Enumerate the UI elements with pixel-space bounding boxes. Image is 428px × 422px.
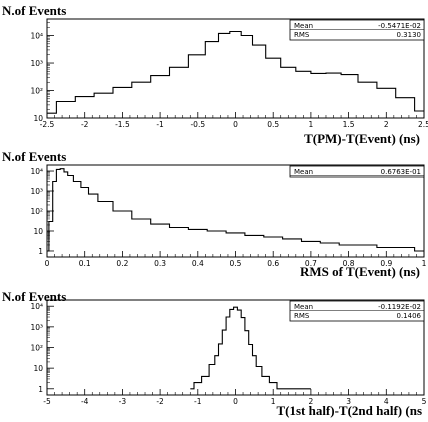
x-tick-label: 1 (422, 259, 427, 268)
x-axis-label: T(1st half)-T(2nd half) (ns (276, 403, 422, 418)
x-tick-label: -1.5 (115, 120, 130, 129)
x-tick-label: 0 (233, 397, 238, 406)
y-tick-label: 10³ (30, 187, 43, 196)
x-tick-label: 0.2 (116, 259, 128, 268)
x-tick-label: -1 (156, 120, 164, 129)
y-tick-label: 10⁴ (30, 32, 43, 41)
y-tick-label: 10⁴ (30, 302, 43, 311)
stats-label: RMS (294, 31, 310, 39)
y-tick-label: 10 (33, 364, 43, 373)
x-tick-label: 5 (422, 397, 427, 406)
x-tick-label: -2 (81, 120, 89, 129)
stats-value: 0.1406 (397, 312, 422, 320)
y-axis-label: N.of Events (2, 149, 66, 164)
x-tick-label: 0.5 (230, 259, 242, 268)
y-tick-label: 10³ (30, 323, 43, 332)
x-tick-label: 1.5 (343, 120, 355, 129)
chart-panel-2: N.of Events 0 0.1 0.2 0.3 0.4 0.5 0.6 0.7 0.8 0.9 1… (2, 149, 427, 279)
stats-box (289, 165, 425, 178)
x-tick-label: -3 (119, 397, 127, 406)
stats-value: -0.1192E-02 (378, 303, 421, 311)
x-tick-label: 0.4 (192, 259, 204, 268)
stats-label: RMS (294, 312, 310, 320)
x-tick-label: 0.6 (267, 259, 279, 268)
x-tick-label: -5 (43, 397, 51, 406)
stats-value: 0.3130 (397, 31, 422, 39)
chart-panel-1: N.of Events -2.5 -2 -1.5 -1 -0.5 0 0.5 1 1.5 2 2.5 1… (2, 3, 428, 146)
x-tick-label: -2.5 (40, 120, 55, 129)
x-axis-label: RMS of T(Event) (ns) (300, 264, 420, 279)
x-tick-label: 0.7 (305, 259, 317, 268)
histogram-series (47, 30, 424, 114)
y-tick-label: 10 (33, 114, 43, 123)
y-tick-label: 10² (30, 87, 43, 96)
y-tick-label: 10² (30, 207, 43, 216)
histogram-series (47, 168, 424, 252)
x-axis-label: T(PM)-T(Event) (ns) (304, 131, 420, 146)
x-tick-label: 1 (271, 397, 276, 406)
stats-label: Mean (294, 168, 313, 176)
x-tick-label: 0.1 (79, 259, 91, 268)
plot-frame (46, 164, 425, 258)
x-tick-label: 0 (233, 120, 238, 129)
y-tick-label: 10³ (30, 59, 43, 68)
x-tick-label: 0 (45, 259, 50, 268)
stats-label: Mean (294, 22, 313, 30)
x-tick-label: -1 (194, 397, 202, 406)
y-tick-label: 1 (38, 385, 43, 394)
stats-value: 0.6763E-01 (381, 168, 421, 176)
x-tick-label: 2.5 (418, 120, 428, 129)
x-tick-label: 1 (309, 120, 314, 129)
histogram-series (190, 306, 311, 390)
y-tick-label: 1 (38, 247, 43, 256)
stats-label: Mean (294, 303, 313, 311)
x-tick-label: 2 (384, 120, 389, 129)
x-tick-label: 4 (384, 397, 389, 406)
x-tick-label: 2 (309, 397, 314, 406)
x-tick-label: 0.9 (380, 259, 392, 268)
x-tick-label: 0.8 (343, 259, 355, 268)
stats-box (289, 19, 425, 41)
y-tick-label: 10² (30, 344, 43, 353)
x-tick-label: -2 (156, 397, 164, 406)
x-tick-label: 0.5 (267, 120, 279, 129)
x-tick-label: -0.5 (190, 120, 205, 129)
x-tick-label: -4 (81, 397, 89, 406)
x-tick-label: 0.3 (154, 259, 166, 268)
y-tick-label: 10⁴ (30, 167, 43, 176)
stats-box (289, 300, 425, 322)
stats-value: -0.5471E-02 (378, 22, 421, 30)
y-tick-label: 10 (33, 227, 43, 236)
x-tick-label: 3 (346, 397, 351, 406)
y-axis-label: N.of Events (2, 3, 66, 18)
